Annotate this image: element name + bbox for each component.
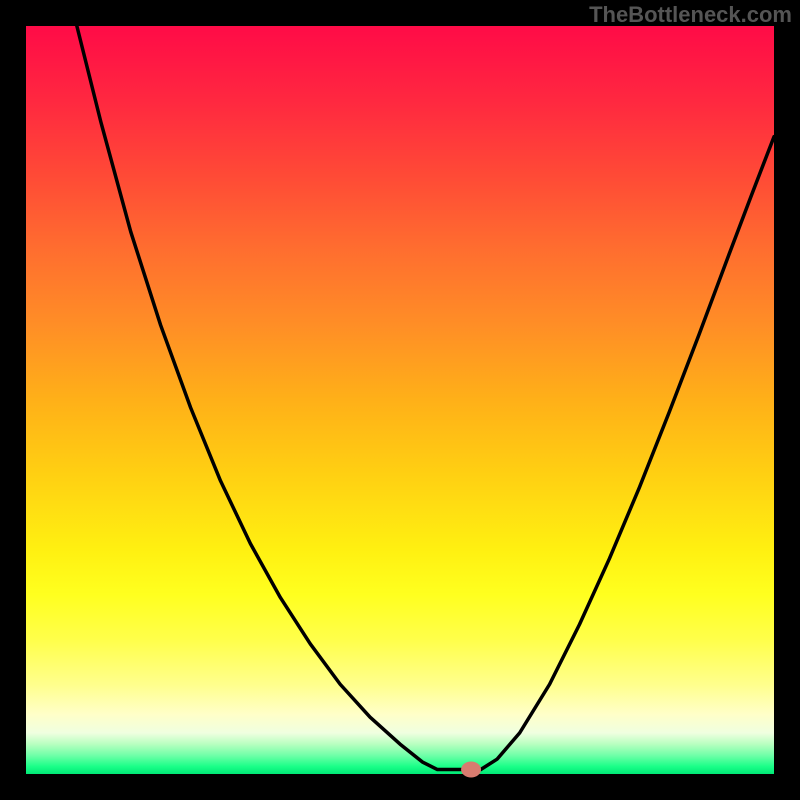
bottleneck-chart <box>0 0 800 800</box>
chart-svg <box>0 0 800 800</box>
optimal-marker <box>461 762 481 778</box>
plot-background <box>26 26 774 774</box>
watermark-text: TheBottleneck.com <box>589 2 792 28</box>
